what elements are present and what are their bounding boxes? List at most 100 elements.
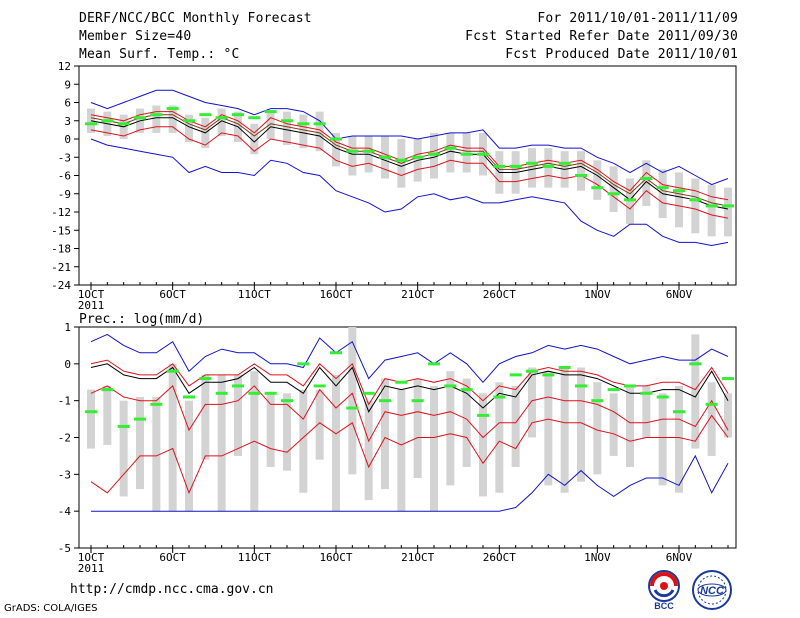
prec-ensemble-box [201, 374, 210, 460]
prec-observed-marker [640, 391, 653, 395]
temp-x-tick-label: 16OCT [319, 288, 352, 301]
prec-x-tick-label: 21OCT [401, 551, 434, 564]
prec-observed-marker [493, 395, 506, 399]
temp-observed-marker [509, 164, 522, 168]
forecast-produced-label: Fcst Produced Date 2011/10/01 [505, 47, 738, 62]
prec-ensemble-box [234, 374, 242, 456]
temp-observed-marker [542, 164, 555, 168]
temp-y-tick-label: -6 [58, 170, 71, 183]
temp-ensemble-box [724, 187, 732, 237]
prec-ensemble-mean-line [90, 363, 729, 413]
prec-ensemble-box [413, 378, 422, 479]
temp-observed-marker [705, 204, 718, 208]
forecast-started-label: Fcst Started Refer Date 2011/09/30 [465, 29, 738, 44]
temp-ensemble-box [593, 160, 602, 200]
prec-ensemble-box [642, 385, 651, 438]
temp-ensemble-box [691, 178, 700, 234]
prec-y-tick-label: -2 [58, 432, 71, 445]
prec-y-tick-label: 0 [64, 358, 71, 371]
temp-observed-marker [281, 119, 293, 123]
temp-observed-marker [362, 149, 375, 153]
prec-ensemble-box [528, 367, 536, 438]
prec-observed-marker [656, 395, 669, 399]
prec-x-tick-label: 26OCT [483, 551, 516, 564]
temp-y-tick-label: -18 [51, 243, 71, 256]
prec-observed-marker [150, 402, 163, 406]
temp-ensemble-box [642, 160, 651, 206]
prec-observed-marker [607, 388, 620, 392]
temp-x-tick-label: 21OCT [401, 288, 434, 301]
temp-ensemble-box [299, 114, 308, 149]
temp-observed-marker [150, 113, 163, 117]
source-url[interactable]: http://cmdp.ncc.cma.gov.cn [70, 582, 274, 597]
temp-observed-marker [379, 155, 391, 159]
prec-observed-marker [526, 369, 538, 373]
prec-ensemble-box [283, 393, 291, 471]
prec-ensemble-box [707, 382, 716, 456]
prec-x-tick-label: 1OCT [78, 551, 105, 564]
prec-observed-marker [281, 399, 293, 403]
temp-envelope-upper-line [90, 89, 729, 186]
temp-observed-marker [477, 152, 489, 156]
prec-ensemble-box [495, 382, 504, 493]
prec-ensemble-box [658, 393, 667, 486]
temp-observed-marker [199, 113, 212, 117]
prec-ensemble-box [397, 389, 406, 512]
temp-observed-marker [248, 116, 261, 120]
prec-ensemble-box [675, 385, 683, 493]
prec-ensemble-box [724, 393, 732, 438]
temp-y-tick-label: -9 [58, 188, 71, 201]
prec-ensemble-box [168, 363, 177, 512]
temp-ensemble-mean-line [90, 117, 729, 210]
prec-envelope-upper-line [90, 333, 729, 384]
prec-observed-marker [117, 424, 130, 428]
prec-observed-marker [722, 377, 734, 381]
prec-ensemble-box [462, 378, 471, 467]
temp-ensemble-box [152, 105, 161, 133]
temperature-variable-label: Mean Surf. Temp.: °C [79, 47, 240, 62]
prec-ensemble-box [332, 374, 340, 512]
prec-ensemble-box [87, 389, 95, 449]
prec-observed-marker [624, 384, 636, 388]
prec-ensemble-box [430, 385, 438, 512]
temp-ensemble-box [168, 105, 177, 133]
prec-observed-marker [264, 391, 277, 395]
prec-ensemble-box [609, 393, 618, 456]
temp-observed-marker [134, 116, 146, 120]
temp-y-tick-label: 3 [64, 115, 71, 128]
prec-observed-marker [134, 417, 146, 421]
prec-std-lower-line [90, 385, 729, 443]
temp-ensemble-box [528, 148, 536, 188]
temp-observed-marker [575, 174, 587, 177]
bcc-logo-icon: BCC [648, 570, 680, 611]
temp-ensemble-box [250, 123, 259, 155]
temp-observed-marker [558, 161, 571, 165]
temp-ensemble-box [446, 132, 455, 173]
prec-observed-marker [101, 388, 114, 392]
prec-observed-marker [689, 362, 702, 366]
temp-observed-marker [183, 119, 195, 123]
prec-observed-marker [395, 380, 408, 384]
temp-observed-marker [526, 161, 538, 165]
temp-ensemble-box [185, 114, 193, 143]
prec-ensemble-box [381, 378, 389, 490]
prec-y-tick-label: -3 [58, 468, 71, 481]
temperature-panel: 12 9 6 3 0 -3 -6 -9 -12 -15 -18 -21 -24 1OCT 6OCT 11OCT… [51, 60, 737, 312]
temp-observed-marker [330, 137, 342, 141]
prec-ensemble-box [479, 393, 487, 497]
temp-ensemble-box [675, 172, 683, 228]
temp-observed-marker [640, 177, 653, 181]
prec-observed-marker [85, 410, 97, 414]
prec-ensemble-box [511, 385, 520, 467]
temp-ensemble-box [577, 151, 585, 191]
temp-ensemble-box [332, 132, 340, 167]
prec-y-tick-label: 1 [64, 321, 71, 334]
temp-observed-marker [428, 152, 440, 156]
temp-observed-marker [460, 152, 473, 156]
temp-observed-marker [346, 149, 359, 153]
prec-observed-marker [558, 366, 571, 370]
temp-secondary-line [90, 114, 729, 207]
temp-y-tick-label: -21 [51, 261, 71, 274]
prec-observed-marker [379, 399, 391, 403]
